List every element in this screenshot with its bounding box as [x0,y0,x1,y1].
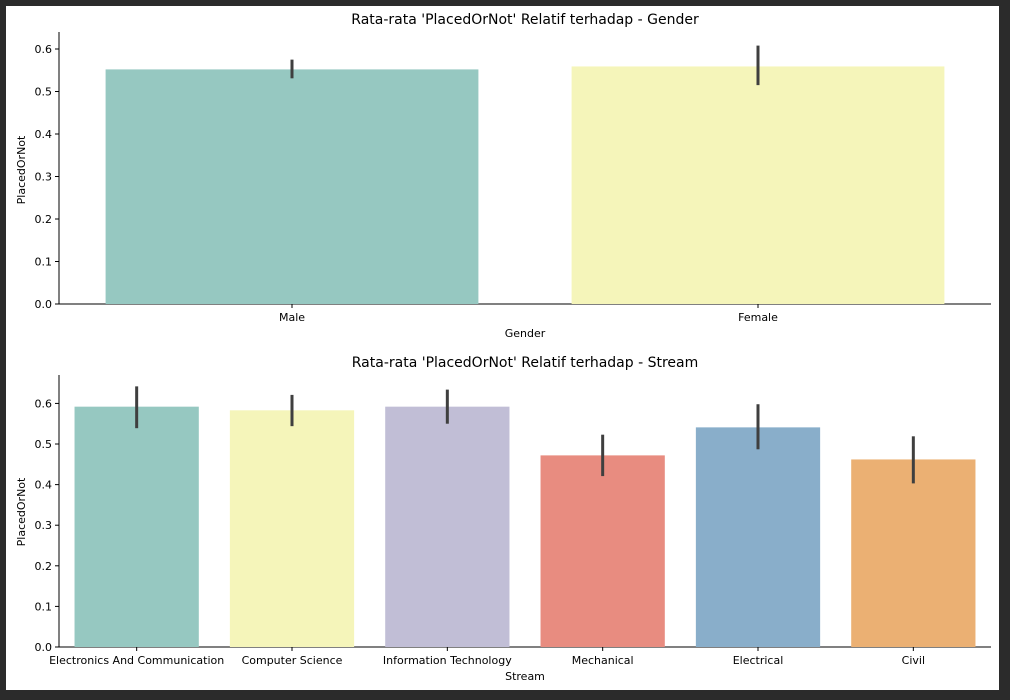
y-tick-label: 0.3 [35,171,53,184]
y-tick-label: 0.0 [35,641,53,654]
y-axis-label-stream: PlacedOrNot [15,477,28,546]
y-tick-label: 0.3 [35,519,53,532]
x-axis-label-gender: Gender [505,327,546,340]
y-tick-label: 0.4 [35,128,53,141]
bar-electronics-and-communication [74,406,199,647]
gender-plot-area: 0.0 0.1 0.2 0.3 0.4 0.5 0.6 Male Female [35,32,991,324]
x-tick-label-civil: Civil [902,654,925,667]
x-tick-label-female: Female [738,311,778,324]
bar-computer-science [229,410,355,647]
x-tick-label-male: Male [279,311,305,324]
y-tick-label: 0.0 [35,298,53,311]
y-tick-label: 0.2 [35,560,53,573]
y-tick-label: 0.5 [35,86,53,99]
x-tick-label-electronics-and-communication: Electronics And Communication [49,654,224,667]
stream-plot-area: 0.0 0.1 0.2 0.3 0.4 0.5 0.6 Electronics And Com… [35,375,991,667]
x-tick-label-electrical: Electrical [733,654,784,667]
x-tick-label-information-technology: Information Technology [383,654,512,667]
bar-information-technology [385,406,510,647]
y-tick-label: 0.6 [35,397,53,410]
y-tick-label: 0.6 [35,43,53,56]
y-axis-label-gender: PlacedOrNot [15,135,28,204]
bar-civil [851,459,976,647]
chart-title-stream: Rata-rata 'PlacedOrNot' Relatif terhadap… [352,355,699,371]
bar-mechanical [540,455,665,647]
y-tick-label: 0.5 [35,438,53,451]
y-tick-label: 0.4 [35,479,53,492]
bar-male [105,69,479,305]
y-tick-label: 0.1 [35,256,53,269]
y-tick-label: 0.2 [35,213,53,226]
chart-title-gender: Rata-rata 'PlacedOrNot' Relatif terhadap… [351,12,699,28]
x-axis-label-stream: Stream [505,670,545,683]
y-tick-label: 0.1 [35,600,53,613]
bar-female [571,66,945,304]
x-tick-label-computer-science: Computer Science [242,654,343,667]
bar-electrical [695,427,821,647]
x-tick-label-mechanical: Mechanical [572,654,634,667]
